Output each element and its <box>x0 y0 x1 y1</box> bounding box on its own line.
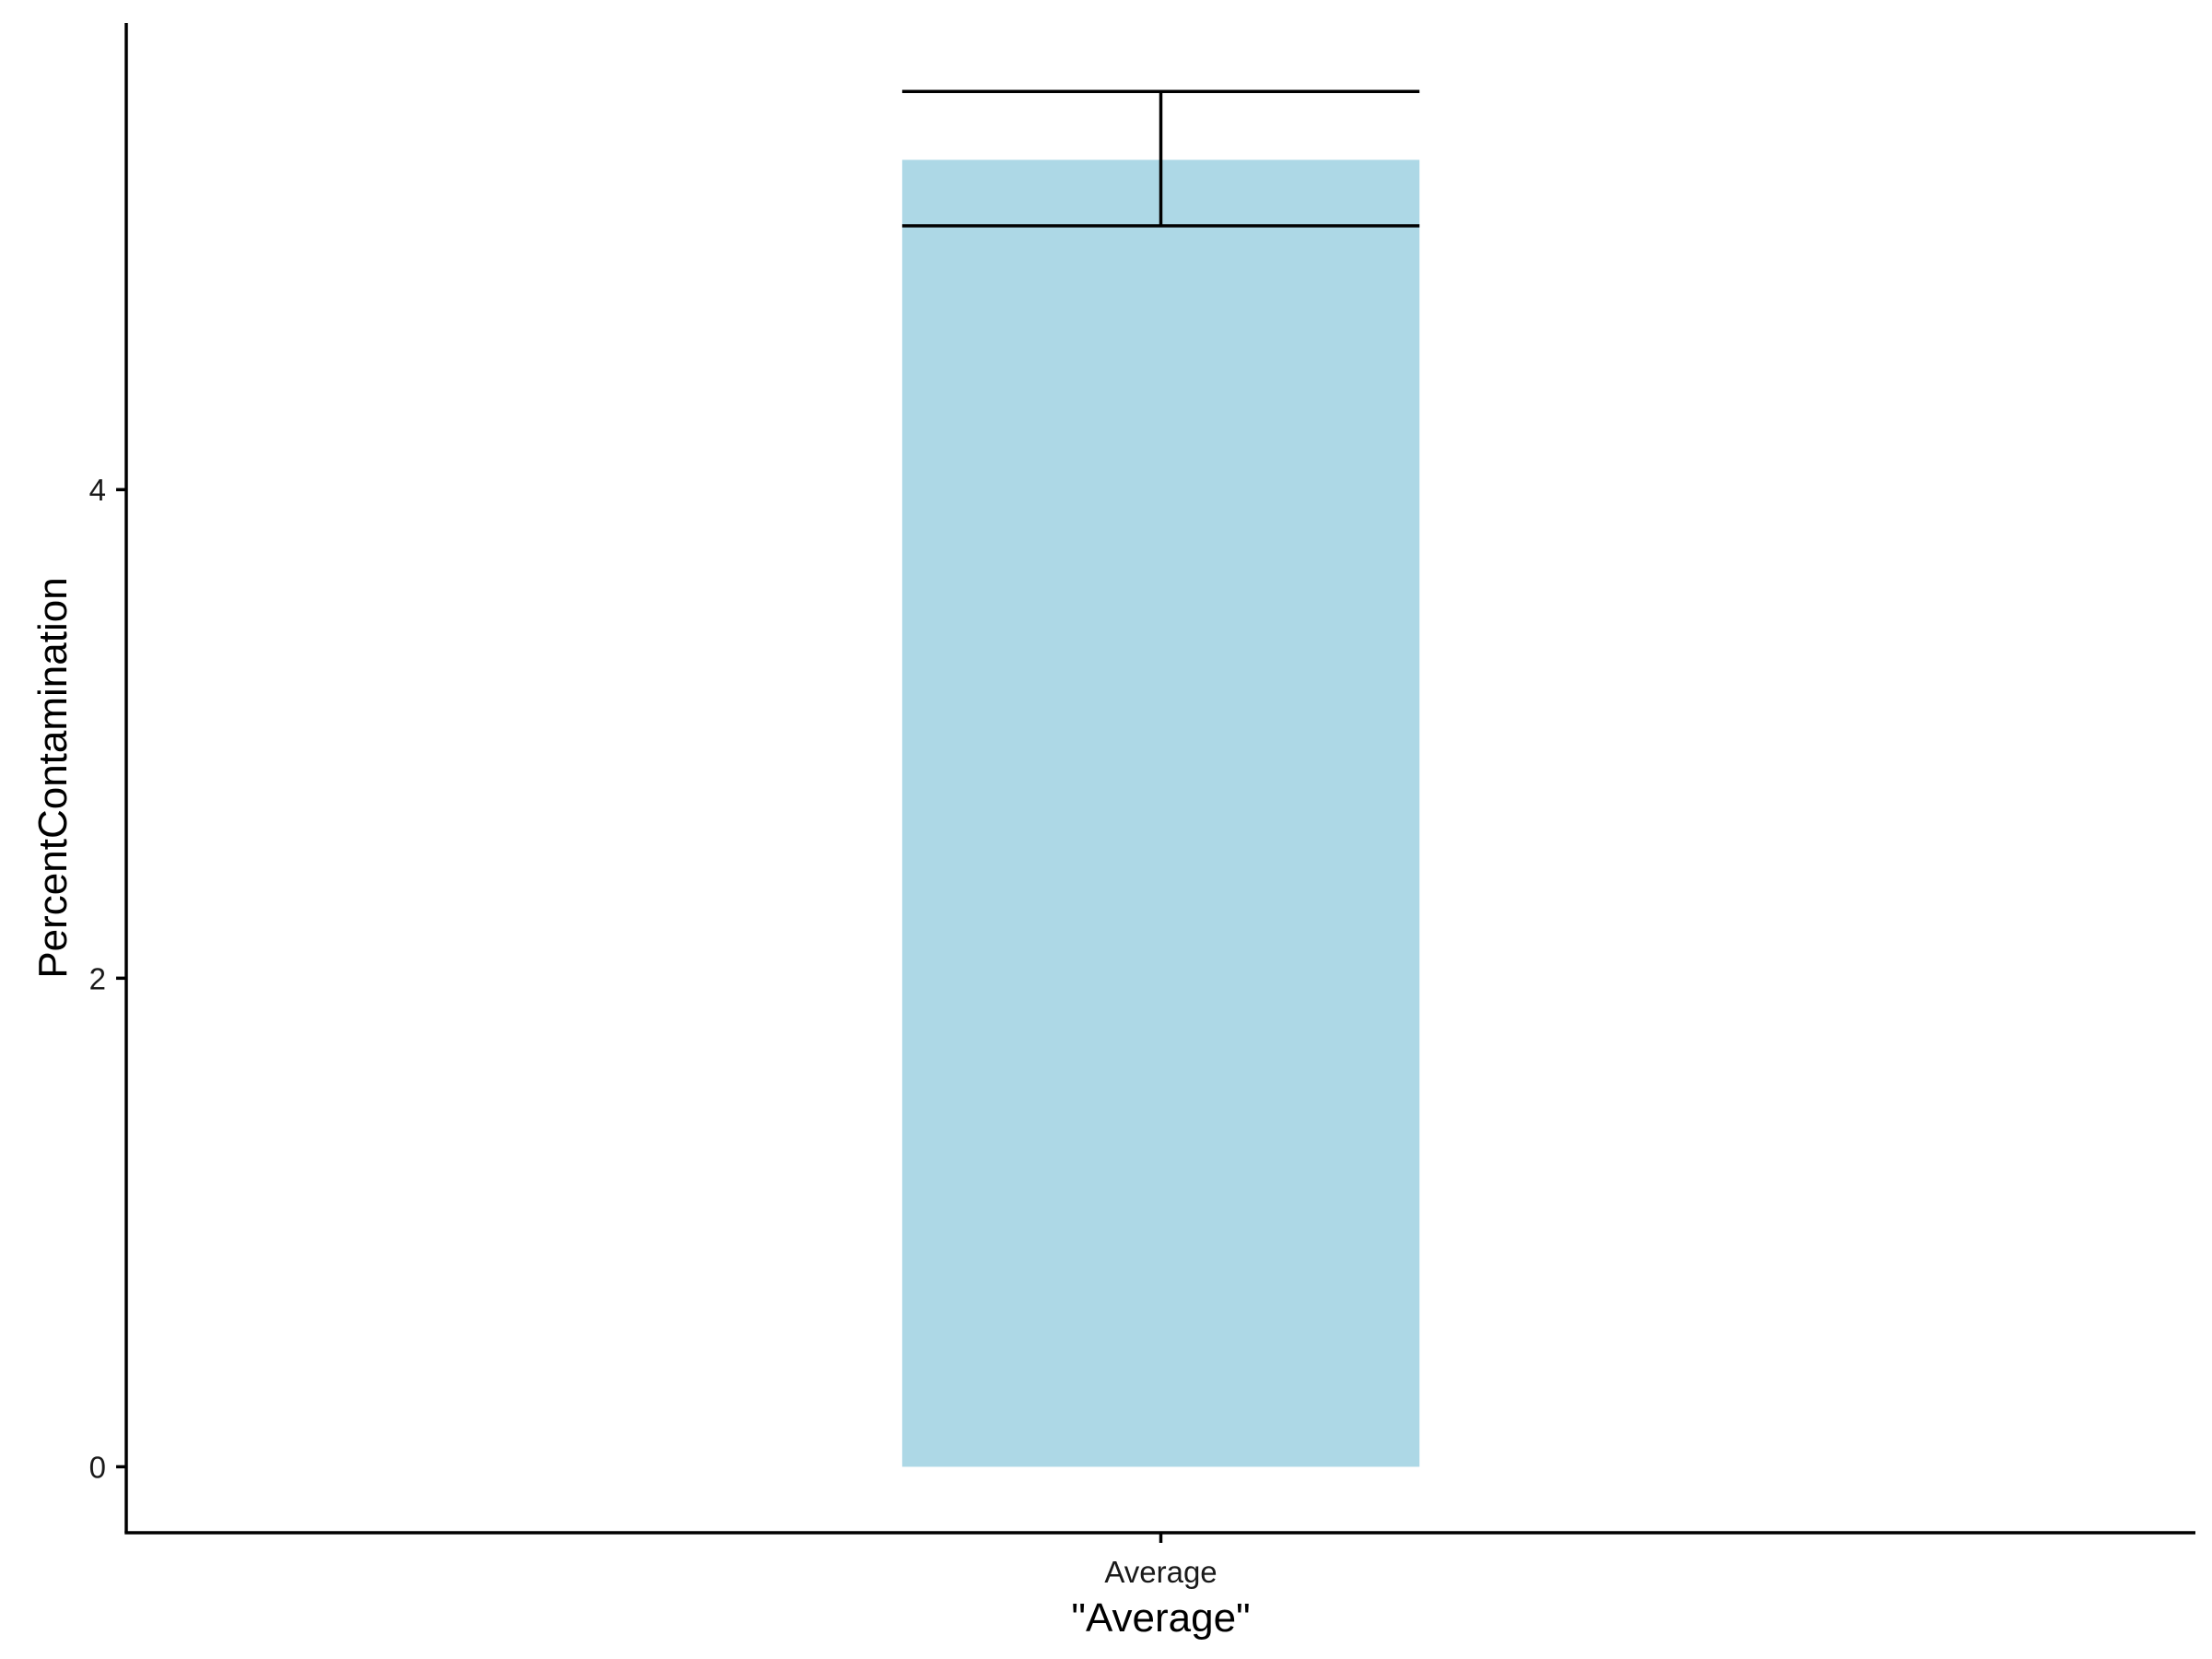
x-axis-title: "Average" <box>1071 1595 1250 1641</box>
x-tick-label: Average <box>1104 1555 1217 1589</box>
y-ticks-layer: 0 2 4 <box>89 473 126 1484</box>
y-tick-label: 4 <box>89 473 106 507</box>
x-ticks-layer: Average <box>1104 1533 1218 1589</box>
bar-average <box>901 159 1420 1467</box>
error-bars-layer <box>901 89 1420 228</box>
y-axis-title: PercentContamination <box>30 577 76 978</box>
y-tick-label: 0 <box>89 1450 106 1484</box>
y-tick-label: 2 <box>89 961 106 995</box>
bars-layer <box>901 159 1420 1467</box>
